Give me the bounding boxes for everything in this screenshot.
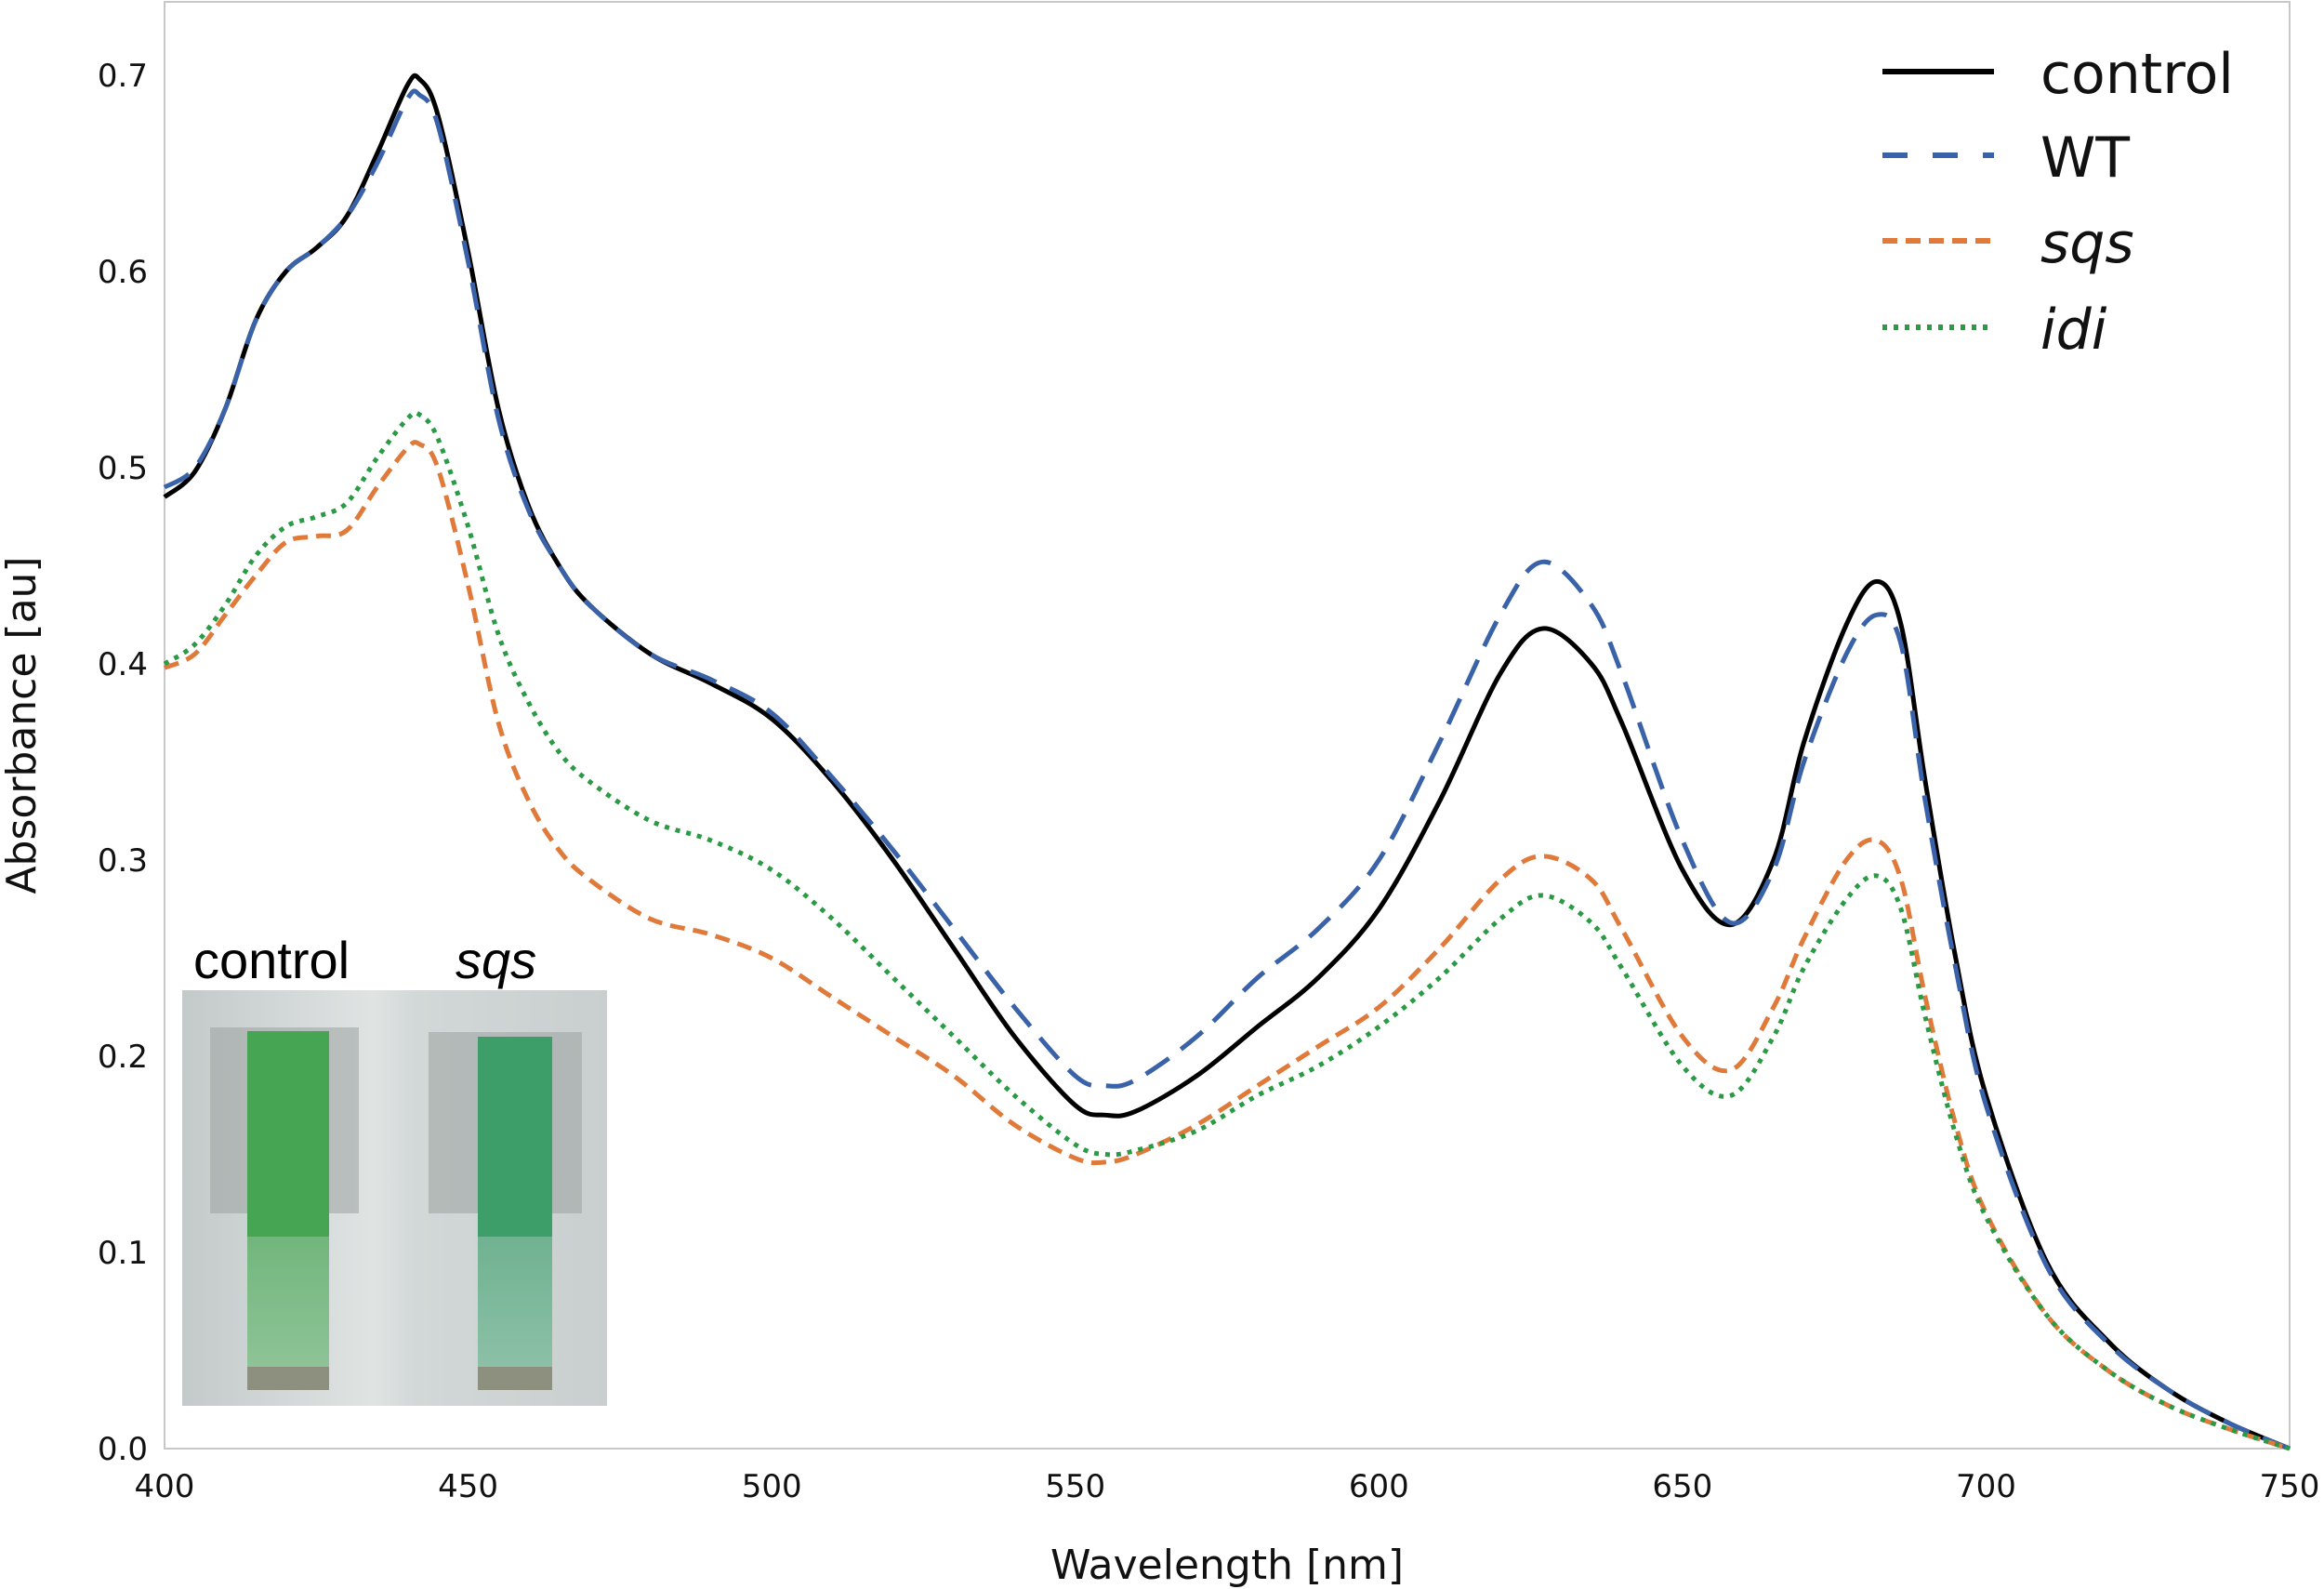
inset-label-sqs: sqs	[456, 931, 537, 989]
y-tick-label: 0.6	[98, 254, 148, 291]
inset-label-control: control	[193, 931, 350, 989]
sqs-cuvette-top	[478, 1037, 552, 1241]
x-tick-label: 450	[438, 1468, 498, 1505]
series-idi-line	[163, 410, 2291, 1451]
series-wt-line	[163, 88, 2291, 1451]
legend-label-sqs: sqs	[2040, 211, 2134, 276]
y-tick-label: 0.1	[98, 1235, 148, 1272]
y-tick-label: 0.2	[98, 1039, 148, 1076]
legend: control WT sqs idi	[1882, 42, 2234, 363]
x-tick-label: 600	[1349, 1468, 1409, 1505]
y-tick-label: 0.3	[98, 842, 148, 880]
series-lines	[163, 73, 2291, 1451]
series-sqs-line	[163, 439, 2291, 1451]
x-tick-label: 550	[1045, 1468, 1105, 1505]
x-tick-label: 750	[2260, 1468, 2320, 1505]
control-cuvette-base	[247, 1367, 329, 1390]
x-axis-label: Wavelength [nm]	[1050, 1542, 1404, 1589]
sqs-cuvette-bottom	[478, 1237, 552, 1367]
x-tick-label: 650	[1652, 1468, 1712, 1505]
y-tick-label: 0.4	[98, 646, 148, 683]
y-tick-label: 0.5	[98, 450, 148, 487]
legend-label-control: control	[2040, 42, 2234, 107]
y-tick-label: 0.0	[98, 1431, 148, 1468]
legend-label-wt: WT	[2040, 126, 2130, 191]
legend-label-idi: idi	[2040, 298, 2107, 363]
y-axis-ticks: 0.0 0.1 0.2 0.3 0.4 0.5 0.6 0.7	[98, 58, 148, 1468]
x-axis-ticks: 400 450 500 550 600 650 700 750	[135, 1468, 2320, 1505]
x-tick-label: 400	[135, 1468, 195, 1505]
x-tick-label: 500	[742, 1468, 802, 1505]
control-cuvette-bottom	[247, 1237, 329, 1367]
y-tick-label: 0.7	[98, 58, 148, 95]
control-cuvette-top	[247, 1031, 329, 1240]
x-tick-label: 700	[1956, 1468, 2016, 1505]
sqs-cuvette-base	[478, 1367, 552, 1390]
y-axis-label: Absorbance [au]	[0, 556, 46, 894]
inset-cuvette-photo	[182, 990, 607, 1406]
series-control-line	[163, 73, 2291, 1451]
